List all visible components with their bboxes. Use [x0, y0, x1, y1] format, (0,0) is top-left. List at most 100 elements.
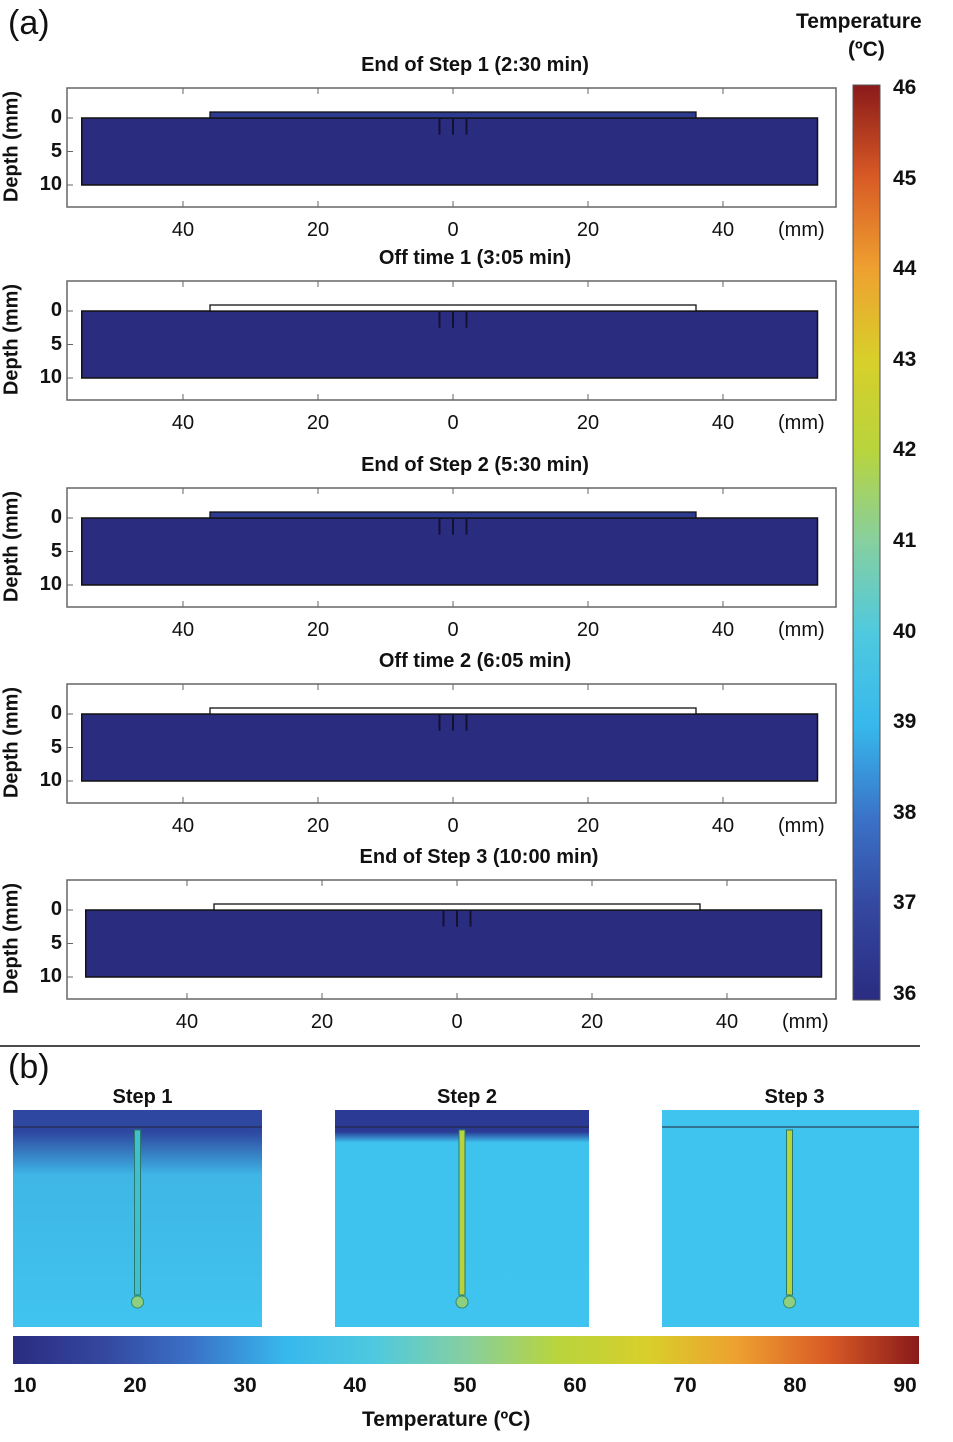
x-tick-label: 40: [171, 619, 195, 641]
y-tick-label: 10: [39, 366, 62, 388]
colorbar-tick-label: 42: [893, 438, 917, 462]
x-tick-label: 0: [447, 219, 459, 241]
x-tick-label: 40: [711, 619, 735, 641]
colorbar-tick-label: 43: [893, 347, 917, 371]
y-tick-label: 0: [50, 299, 62, 321]
bottom-colorbar-tick-label: 10: [13, 1374, 37, 1397]
panel-title: Off time 2 (6:05 min): [378, 650, 572, 672]
panel-label-a: (a): [8, 4, 50, 42]
step-title: Step 3: [764, 1086, 825, 1108]
heating-pad: [209, 707, 697, 715]
bottom-colorbar-tick-label: 60: [563, 1374, 587, 1397]
x-tick-label: 20: [310, 1011, 334, 1033]
x-tick-label: 0: [447, 412, 459, 434]
x-tick-label: 40: [171, 815, 195, 837]
colorbar-tick-label: 45: [893, 166, 917, 190]
y-axis-label: Depth (mm): [0, 283, 23, 396]
y-axis-label: Depth (mm): [0, 90, 23, 203]
y-tick-label: 10: [39, 173, 62, 195]
y-tick-label: 5: [50, 931, 62, 954]
x-axis-unit: (mm): [778, 219, 825, 241]
temperature-field: [142, 518, 764, 585]
colorbar-tick-label: 41: [893, 529, 917, 552]
probe-tip: [783, 1295, 796, 1309]
bottom-colorbar-tick-label: 30: [233, 1374, 257, 1397]
y-tick-label: 10: [39, 573, 62, 595]
x-tick-label: 20: [576, 619, 600, 641]
x-axis-unit: (mm): [778, 412, 825, 434]
panel-title: End of Step 2 (5:30 min): [361, 454, 589, 476]
x-tick-label: 20: [306, 219, 330, 241]
y-tick-label: 0: [50, 506, 62, 528]
y-tick-label: 5: [50, 735, 62, 758]
y-tick-label: 0: [50, 106, 62, 128]
colorbar-title-line2: (ºC): [848, 38, 885, 61]
x-tick-label: 20: [576, 219, 600, 241]
temperature-field: [85, 910, 822, 977]
colorbar-tick-label: 38: [893, 800, 917, 824]
x-tick-label: 40: [715, 1011, 739, 1033]
x-tick-label: 40: [711, 219, 735, 241]
y-tick-label: 10: [39, 965, 62, 987]
bottom-colorbar-tick-label: 80: [783, 1374, 807, 1397]
probe-shaft: [458, 1129, 466, 1296]
panel-label-b: (b): [8, 1048, 50, 1086]
probe-shaft: [786, 1129, 793, 1296]
x-tick-label: 20: [306, 412, 330, 434]
bottom-colorbar-title: Temperature (ºC): [362, 1408, 531, 1431]
bottom-colorbar-tick-label: 50: [453, 1374, 477, 1397]
x-tick-label: 20: [306, 815, 330, 837]
probe-tip: [131, 1295, 144, 1309]
x-tick-label: 20: [306, 619, 330, 641]
x-tick-label: 40: [171, 412, 195, 434]
y-tick-label: 10: [39, 769, 62, 791]
x-tick-label: 40: [711, 412, 735, 434]
x-tick-label: 0: [447, 619, 459, 641]
bottom-colorbar-tick-label: 90: [893, 1374, 917, 1397]
colorbar-tick-label: 36: [893, 982, 917, 1005]
bottom-colorbar-tick-label: 20: [123, 1374, 147, 1397]
x-tick-label: 0: [451, 1011, 463, 1033]
probe-shaft: [134, 1129, 141, 1296]
colorbar-vertical: [852, 84, 881, 1001]
step-title: Step 2: [436, 1086, 498, 1108]
heating-pad: [209, 111, 697, 119]
heating-pad: [213, 903, 701, 911]
colorbar-tick-label: 37: [893, 891, 917, 915]
y-axis-label: Depth (mm): [0, 882, 23, 995]
y-axis-label: Depth (mm): [0, 686, 23, 799]
temperature-field: [142, 714, 764, 781]
x-tick-label: 20: [576, 412, 600, 434]
colorbar-tick-label: 39: [893, 710, 917, 734]
y-axis-label: Depth (mm): [0, 490, 23, 603]
colorbar-horizontal: [13, 1336, 919, 1364]
heating-pad: [209, 511, 697, 519]
x-tick-label: 40: [711, 815, 735, 837]
x-tick-label: 20: [580, 1011, 604, 1033]
temperature-field: [142, 311, 764, 378]
colorbar-title-line1: Temperature: [796, 10, 922, 33]
x-tick-label: 20: [576, 815, 600, 837]
x-tick-label: 40: [175, 1011, 199, 1033]
bottom-colorbar-tick-label: 70: [673, 1374, 697, 1397]
heating-pad: [209, 304, 697, 312]
y-tick-label: 5: [50, 139, 62, 162]
bottom-colorbar-tick-label: 40: [343, 1374, 367, 1397]
panel-title: End of Step 3 (10:00 min): [359, 846, 599, 868]
temperature-field: [142, 118, 764, 185]
colorbar-tick-label: 44: [893, 257, 917, 281]
y-tick-label: 0: [50, 898, 62, 920]
x-tick-label: 0: [447, 815, 459, 837]
panel-title: Off time 1 (3:05 min): [378, 247, 572, 269]
probe-tip: [455, 1295, 469, 1309]
x-tick-label: 40: [171, 219, 195, 241]
y-tick-label: 5: [50, 539, 62, 562]
colorbar-tick-label: 40: [893, 619, 917, 643]
x-axis-unit: (mm): [778, 815, 825, 837]
y-tick-label: 0: [50, 702, 62, 724]
x-axis-unit: (mm): [782, 1011, 829, 1033]
panel-title: End of Step 1 (2:30 min): [361, 54, 589, 76]
step-title: Step 1: [112, 1086, 173, 1108]
